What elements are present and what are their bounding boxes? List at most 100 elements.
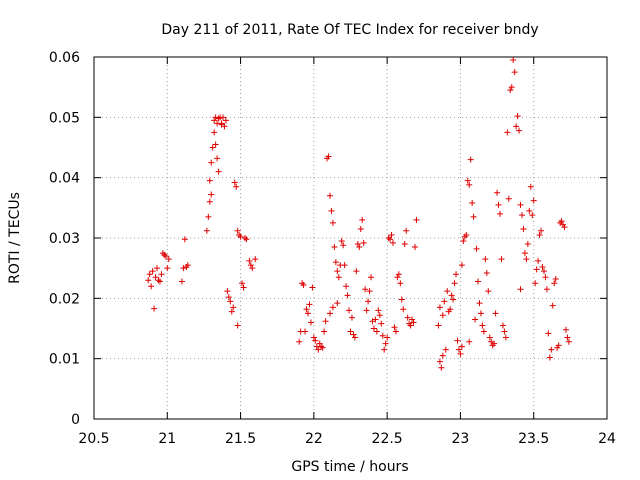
data-point	[505, 195, 512, 202]
data-point	[477, 310, 484, 317]
data-point	[510, 57, 517, 64]
data-point	[162, 253, 169, 260]
data-point	[513, 123, 520, 130]
data-point	[392, 328, 399, 335]
data-point	[485, 288, 492, 295]
data-point	[249, 265, 256, 272]
data-point	[234, 322, 241, 329]
data-point	[306, 301, 313, 308]
data-point	[565, 338, 572, 345]
y-tick-labels: 0 0.01 0.02 0.03 0.04 0.05 0.06	[49, 50, 80, 428]
data-point	[302, 328, 309, 335]
data-point	[372, 316, 379, 323]
y-tick-label: 0.06	[49, 50, 80, 66]
data-point	[387, 236, 394, 243]
data-point	[530, 197, 537, 204]
data-point	[517, 286, 524, 293]
data-point	[527, 183, 534, 190]
data-point	[203, 227, 210, 234]
x-tick-label: 20.5	[78, 431, 109, 447]
data-point	[354, 241, 361, 248]
data-point	[307, 319, 314, 326]
data-point	[215, 168, 222, 175]
data-point	[329, 219, 336, 226]
data-point	[470, 213, 477, 220]
data-point	[378, 320, 385, 327]
y-tick-label: 0	[71, 412, 80, 428]
data-point	[155, 277, 162, 284]
data-point	[300, 282, 307, 289]
data-point	[391, 324, 398, 331]
data-point	[328, 207, 335, 214]
data-point	[312, 337, 319, 344]
x-axis-title: GPS time / hours	[291, 459, 408, 475]
data-point	[398, 296, 405, 303]
data-point	[463, 231, 470, 238]
data-point	[181, 236, 188, 243]
data-point	[296, 338, 303, 345]
y-tick-label: 0.01	[49, 352, 80, 368]
data-point	[219, 114, 226, 121]
data-point	[158, 271, 165, 278]
data-point	[479, 322, 486, 329]
data-point	[549, 302, 556, 309]
data-point	[552, 276, 559, 283]
data-point	[536, 231, 543, 238]
data-point	[318, 343, 325, 350]
data-point	[362, 286, 369, 293]
y-tick-label: 0.02	[49, 291, 80, 307]
data-point	[439, 352, 446, 359]
data-point	[348, 314, 355, 321]
data-point	[224, 288, 231, 295]
data-point	[321, 328, 328, 335]
data-point	[395, 271, 402, 278]
data-point	[241, 235, 248, 241]
data-point	[206, 177, 213, 184]
data-point	[379, 332, 386, 339]
data-point	[357, 225, 364, 232]
data-point	[472, 316, 479, 323]
data-point	[460, 238, 467, 245]
data-point	[450, 296, 457, 303]
data-point	[237, 233, 244, 240]
data-points	[145, 57, 572, 371]
data-point	[409, 316, 416, 323]
data-point	[341, 262, 348, 269]
data-point	[373, 328, 380, 335]
data-point	[325, 153, 332, 160]
data-point	[523, 256, 530, 263]
y-axis-title: ROTI / TECUs	[7, 192, 23, 284]
data-point	[154, 265, 161, 272]
data-point	[400, 306, 407, 313]
data-point	[533, 266, 540, 273]
grid-lines	[94, 57, 607, 419]
data-point	[532, 280, 539, 287]
data-point	[146, 271, 153, 278]
x-tick-label: 22	[305, 431, 323, 447]
data-point	[539, 263, 546, 270]
data-point	[356, 244, 363, 251]
data-point	[454, 337, 461, 344]
data-point	[366, 288, 373, 295]
data-point	[483, 269, 490, 276]
x-tick-label: 24	[598, 431, 616, 447]
data-point	[521, 250, 528, 257]
data-point	[517, 201, 524, 208]
data-point	[466, 181, 473, 188]
data-point	[384, 334, 391, 341]
data-point	[332, 259, 339, 266]
data-point	[211, 117, 218, 124]
data-point	[322, 318, 329, 325]
data-point	[347, 328, 354, 335]
data-point	[466, 338, 473, 345]
data-point	[561, 224, 568, 231]
data-point	[375, 307, 382, 314]
data-point	[451, 280, 458, 287]
data-point	[151, 305, 158, 312]
data-point	[401, 241, 408, 248]
data-point	[397, 280, 404, 287]
data-point	[240, 284, 247, 291]
data-point	[436, 304, 443, 311]
data-point	[225, 294, 232, 301]
data-point	[545, 330, 552, 337]
